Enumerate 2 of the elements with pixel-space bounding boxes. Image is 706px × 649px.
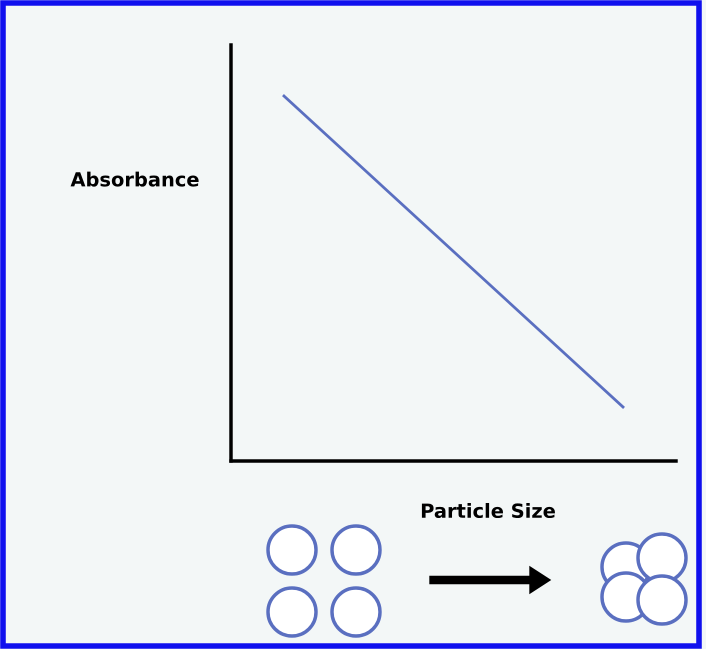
x-axis-title: Particle Size [422,503,555,518]
y-axis-title: Absorbance [70,172,199,187]
